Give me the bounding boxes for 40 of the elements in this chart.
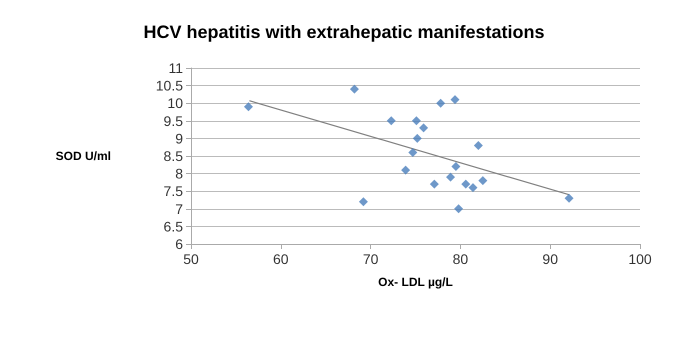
y-tick-label: 6 [175,236,184,252]
point [430,180,439,189]
y-tick-label: 8 [175,166,184,182]
point [451,162,460,172]
x-tick-label: 70 [362,251,379,267]
x-tick-label: 80 [452,251,468,267]
point [412,116,421,126]
point [436,98,446,108]
y-tick-label: 7.5 [164,183,184,200]
point [478,176,488,186]
y-tick-label: 6.5 [164,218,184,234]
y-axis-title: SOD U/ml [56,149,111,163]
x-tick-label: 90 [542,251,558,267]
point [461,180,470,189]
y-tick-label: 8.5 [164,148,184,164]
point [446,172,456,182]
y-tick-label: 10 [167,95,184,112]
x-tick-label: 60 [273,251,289,267]
y-tick-label: 11 [168,60,184,76]
y-tick-label: 9 [175,130,184,146]
chart-title: HCV hepatitis with extrahepatic manifestations [143,22,545,42]
point [564,194,574,203]
x-tick-label: 100 [628,251,652,267]
y-tick-label: 10.5 [156,78,184,94]
point [454,204,464,214]
x-axis-title: Ox- LDL µg/L [378,275,453,289]
x-tick-label: 50 [183,251,199,267]
y-tick-label: 7 [175,200,184,217]
point [419,123,428,132]
point [244,102,253,112]
point [468,183,478,192]
point [386,116,396,126]
point [408,148,418,157]
point [401,166,410,175]
point [350,84,359,94]
point [358,197,368,206]
point [450,95,460,104]
point [412,134,422,143]
y-tick-label: 9.5 [164,112,184,129]
point [474,140,483,150]
